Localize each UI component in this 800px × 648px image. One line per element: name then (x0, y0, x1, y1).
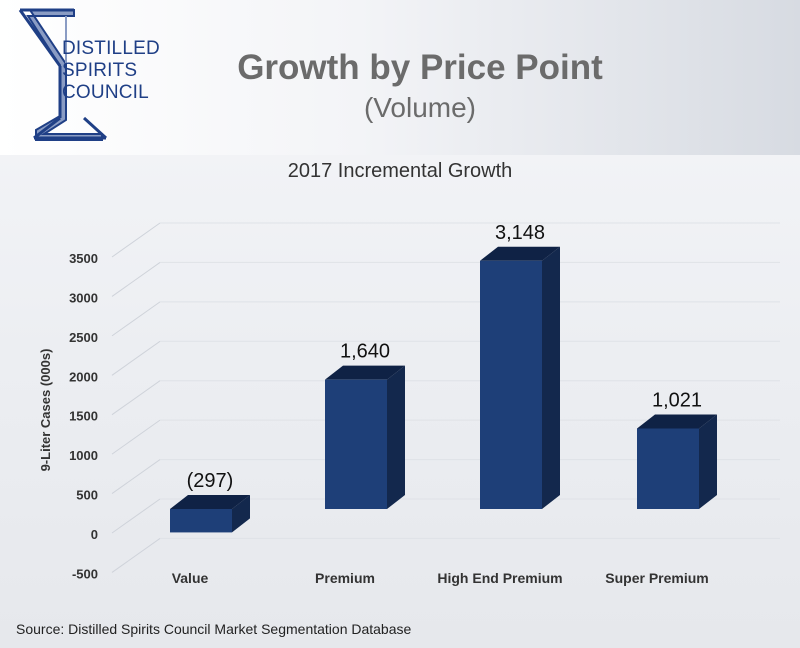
gridline-diagonal (111, 380, 161, 416)
x-category-label: Value (172, 570, 209, 586)
bar (480, 260, 542, 509)
bar (170, 509, 232, 533)
bar-side (387, 365, 405, 509)
y-tick-label: 2000 (69, 369, 98, 384)
x-category-label: High End Premium (437, 570, 562, 586)
gridline-diagonal (111, 419, 161, 455)
source-note: Source: Distilled Spirits Council Market… (16, 621, 412, 637)
y-tick-label: 3500 (69, 251, 98, 266)
chart-title: 2017 Incremental Growth (287, 160, 513, 182)
x-category-label: Super Premium (605, 570, 708, 586)
page-subtitle: (Volume) (363, 92, 477, 123)
data-label: 3,148 (495, 222, 545, 244)
bar-side (542, 246, 560, 509)
bar-top (170, 495, 250, 509)
y-tick-label: 1000 (69, 448, 98, 463)
bar-top (325, 365, 405, 380)
gridline-diagonal (111, 222, 161, 258)
bar-side (232, 495, 250, 533)
y-axis-label: 9-Liter Cases (000s) (38, 349, 53, 472)
gridline-diagonal (111, 340, 161, 376)
gridline-diagonal (111, 262, 161, 297)
y-tick-label: 3000 (69, 290, 98, 305)
bar-top (637, 414, 717, 429)
gridline-diagonal (111, 301, 161, 337)
y-tick-label: 500 (76, 488, 98, 503)
y-tick-label: 0 (91, 527, 98, 542)
logo-line-3: COUNCIL (62, 82, 149, 103)
data-label: 1,021 (652, 389, 702, 411)
logo-line-1: DISTILLED (62, 38, 160, 59)
header-banner (0, 0, 800, 155)
logo-text: DISTILLED SPIRITS COUNCIL (62, 38, 192, 104)
gridline-diagonal (111, 498, 161, 534)
data-label: 1,640 (340, 341, 390, 363)
y-tick-label: 1500 (69, 409, 98, 424)
data-label: (297) (187, 470, 234, 492)
bar (325, 379, 387, 509)
bar-top (480, 246, 560, 261)
logo-line-2: SPIRITS (62, 60, 138, 81)
bar (637, 428, 699, 509)
martini-glass-logo-icon (18, 8, 108, 141)
x-category-label: Premium (315, 570, 375, 586)
y-tick-label: 2500 (69, 330, 98, 345)
gridline-diagonal (111, 538, 161, 573)
bar-side (699, 414, 717, 509)
gridline-diagonal (111, 459, 161, 494)
page-title: Growth by Price Point (237, 48, 603, 87)
y-tick-label: -500 (72, 566, 98, 581)
